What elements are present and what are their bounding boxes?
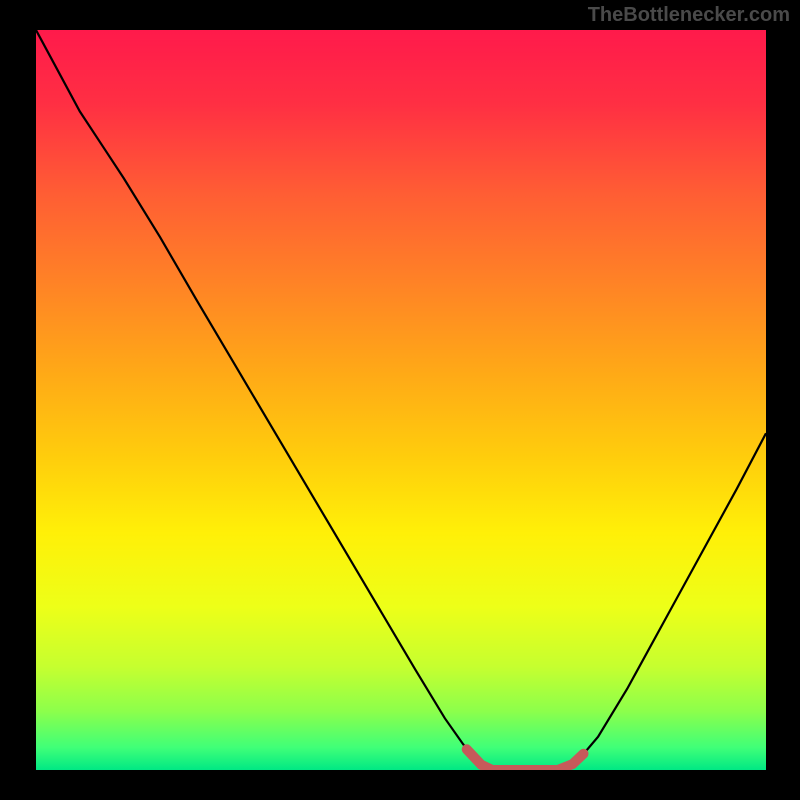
watermark-text: TheBottlenecker.com [588, 4, 790, 27]
curve-path [36, 30, 766, 770]
plot-area [36, 30, 766, 770]
bottom-highlight [467, 749, 584, 770]
curve-overlay [36, 30, 766, 770]
chart-container: TheBottlenecker.com [0, 0, 800, 800]
